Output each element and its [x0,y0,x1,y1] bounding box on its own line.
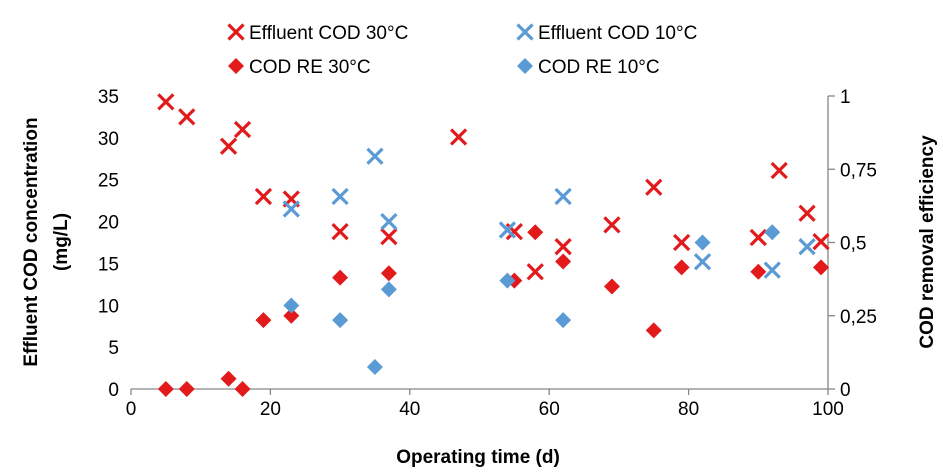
x-tick-label: 40 [399,399,420,420]
point-x-marker [282,200,300,218]
point-x-marker [449,128,468,146]
point-x-marker [331,222,349,241]
point-diamond-marker [750,263,767,280]
legend-label-effluent-30: Effluent COD 30°C [249,23,408,44]
legend-label-re-10: COD RE 10°C [538,57,660,78]
legend-item-re-10: COD RE 10°C [517,57,660,78]
point-x-marker [693,253,712,271]
point-x-marker [770,161,788,180]
point-diamond-marker [380,281,397,298]
point-diamond-marker [228,58,244,74]
series-1 [282,147,816,279]
legend-marker-effluent-30 [227,23,245,41]
legend: Effluent COD 30°C Effluent COD 10°C COD … [227,23,697,78]
series-2 [157,224,830,397]
data-marks [157,93,830,397]
point-diamond-marker [234,381,251,397]
point-diamond-marker [255,312,272,329]
y-left-tick-label: 30 [98,129,119,150]
point-x-marker [331,187,349,206]
point-x-marker [798,238,816,256]
point-diamond-marker [527,224,544,241]
point-x-marker [380,228,398,246]
point-x-marker [645,178,663,196]
point-diamond-marker [555,312,572,329]
y-axis-left-title-line1: Effluent COD concentration [21,117,42,366]
point-diamond-marker [178,381,195,397]
point-x-marker [554,187,572,206]
point-x-marker [178,108,196,126]
legend-marker-re-10 [517,58,533,74]
y-axis-left-title-line2: (mg/L) [51,213,72,271]
point-diamond-marker [220,370,237,387]
point-diamond-marker [603,278,620,295]
legend-label-effluent-10: Effluent COD 10°C [538,23,697,44]
point-x-marker [498,221,517,239]
point-diamond-marker [555,253,572,270]
point-diamond-marker [673,259,690,276]
legend-item-effluent-30: Effluent COD 30°C [227,23,408,44]
point-x-marker [233,120,252,139]
y-left-tick-label: 10 [98,296,119,317]
y-right-tick-label: 1 [840,87,851,108]
point-x-marker [798,204,816,222]
series-3 [283,224,781,376]
point-diamond-marker [813,259,830,276]
legend-label-re-30: COD RE 30°C [249,57,371,78]
point-diamond-marker [332,312,349,329]
x-axis-title: Operating time (d) [396,447,560,468]
x-tick-label: 100 [812,399,844,420]
y-right-tick-label: 0,25 [840,307,877,328]
point-diamond-marker [694,234,711,251]
point-x-marker [380,212,398,231]
point-x-marker [227,23,245,41]
y-left-tick-label: 25 [98,171,119,192]
y-left-tick-label: 15 [98,254,119,275]
point-x-marker [219,137,238,155]
point-diamond-marker [366,359,383,376]
axes [130,95,835,395]
y-right-tick-label: 0,75 [840,160,877,181]
point-diamond-marker [380,265,397,282]
point-diamond-marker [157,381,174,397]
y-axis-right-title: COD removal efficiency [917,135,938,349]
legend-item-re-30: COD RE 30°C [228,57,371,78]
point-x-marker [157,93,175,111]
y-right-tick-label: 0,5 [840,234,866,255]
point-x-marker [672,233,691,252]
y-left-tick-label: 0 [108,380,119,401]
series-0 [157,93,830,281]
point-diamond-marker [517,58,533,74]
y-right-tick-label: 0 [840,380,851,401]
legend-marker-re-30 [228,58,244,74]
point-x-marker [763,261,781,279]
x-tick-label: 80 [678,399,699,420]
y-left-tick-label: 35 [98,87,119,108]
point-diamond-marker [645,322,662,339]
point-diamond-marker [499,272,516,289]
x-tick-label: 20 [260,399,281,420]
x-tick-label: 60 [539,399,560,420]
legend-item-effluent-10: Effluent COD 10°C [516,23,697,44]
point-diamond-marker [764,224,781,241]
point-x-marker [526,263,544,281]
point-x-marker [516,23,534,41]
x-tick-label: 0 [126,399,137,420]
point-x-marker [254,187,273,206]
point-diamond-marker [332,269,349,286]
point-diamond-marker [283,297,300,314]
point-x-marker [554,238,572,256]
y-left-tick-label: 5 [108,338,119,359]
point-x-marker [603,216,621,234]
point-x-marker [749,228,767,247]
point-x-marker [812,233,830,251]
y-left-tick-label: 20 [98,213,119,234]
legend-marker-effluent-10 [516,23,534,41]
point-diamond-marker [283,307,300,324]
point-x-marker [366,147,384,165]
